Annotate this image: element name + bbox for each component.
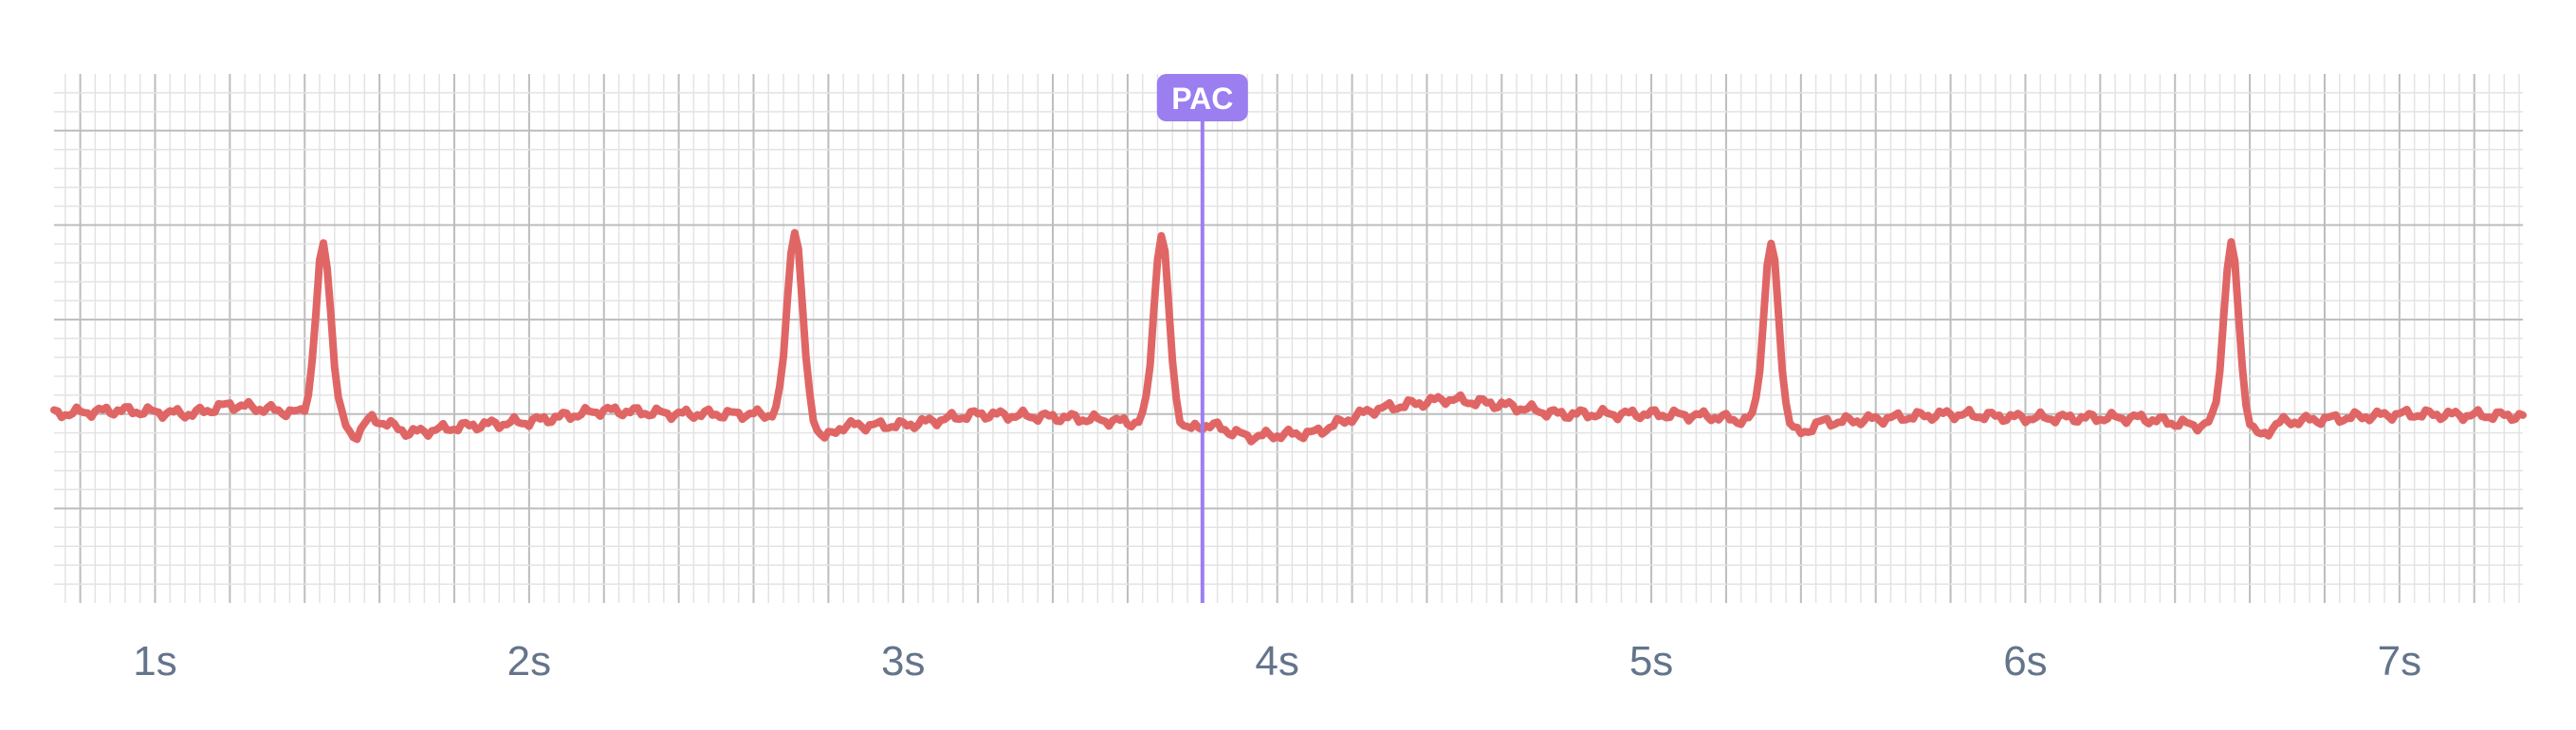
r-peak-point-5 bbox=[2230, 241, 2232, 243]
ecg-grid bbox=[54, 74, 2523, 603]
x-tick-label: 2s bbox=[507, 638, 551, 684]
event-marker-badge bbox=[1156, 74, 1248, 121]
ecg-trace-line bbox=[50, 228, 2527, 446]
x-tick-label: 6s bbox=[2003, 638, 2047, 684]
event-marker-label: PAC bbox=[1171, 82, 1233, 116]
x-tick-label: 5s bbox=[1629, 638, 1673, 684]
r-peak-point-3 bbox=[1160, 235, 1162, 237]
r-peak-point-1 bbox=[322, 242, 324, 244]
x-tick-label: 3s bbox=[881, 638, 925, 684]
x-tick-label: 7s bbox=[2378, 638, 2421, 684]
r-peak-point-2 bbox=[794, 231, 796, 233]
x-tick-label: 4s bbox=[1255, 638, 1298, 684]
x-axis-ticks: 1s 2s 3s 4s 5s 6s 7s bbox=[133, 638, 2421, 684]
x-tick-label: 1s bbox=[133, 638, 176, 684]
ecg-trace-layer bbox=[50, 228, 2527, 446]
r-peak-point-4 bbox=[1770, 243, 1772, 245]
event-marker-layer: PAC bbox=[1156, 74, 1248, 603]
